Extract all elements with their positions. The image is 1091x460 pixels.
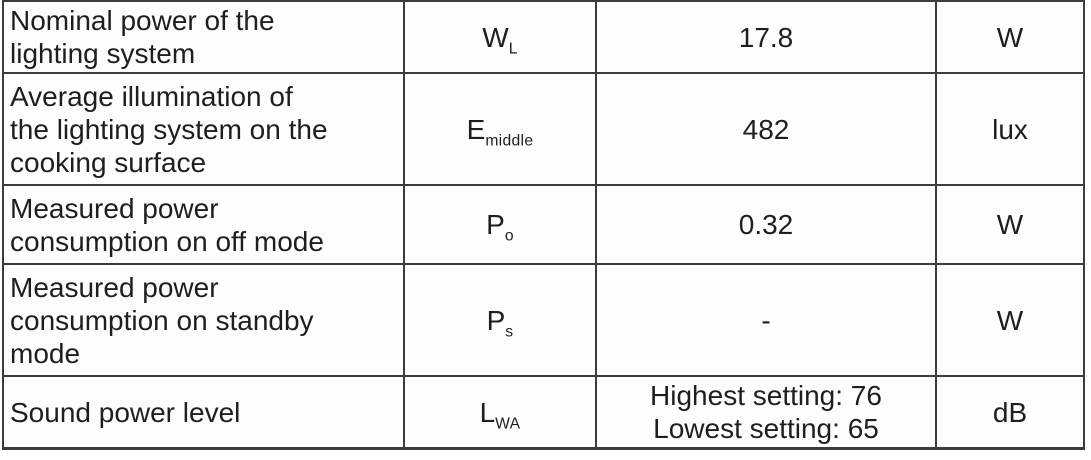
table-row: Measured power consumption on standby mo… [2,263,1085,378]
symbol-base: P [486,209,505,241]
symbol-cell: Emiddle [403,72,597,187]
value-cell: 17.8 [595,0,937,75]
value-cell: 482 [595,72,937,187]
symbol-base: L [479,396,496,428]
symbol-base: W [482,21,509,53]
symbol-subscript: WA [495,415,521,433]
symbol-subscript: middle [485,132,534,150]
description-cell: Measured power consumption on standby mo… [2,263,405,378]
unit-cell: W [935,263,1085,378]
table-row: Measured power consumption on off mode P… [2,184,1085,266]
table-row: Average illumination of the lighting sys… [2,72,1085,187]
table-row: Sound power level LWA Highest setting: 7… [2,375,1085,450]
description-cell: Sound power level [2,375,405,450]
symbol-subscript: o [504,227,514,245]
symbol-cell: LWA [403,375,597,450]
symbol-base: P [486,304,506,336]
symbol-subscript: L [508,40,518,58]
unit-cell: W [935,184,1085,266]
value-cell: 0.32 [595,184,937,266]
symbol-cell: Ps [403,263,597,378]
value-cell: Highest setting: 76 Lowest setting: 65 [595,375,937,450]
symbol-cell: Po [403,184,597,266]
symbol-cell: WL [403,0,597,75]
symbol-base: E [466,113,486,145]
description-cell: Measured power consumption on off mode [2,184,405,266]
unit-cell: dB [935,375,1085,450]
value-cell: - [595,263,937,378]
unit-cell: lux [935,72,1085,187]
unit-cell: W [935,0,1085,75]
symbol-subscript: s [505,323,514,341]
description-cell: Average illumination of the lighting sys… [2,72,405,187]
spec-table: Nominal power of the lighting system WL … [2,0,1085,451]
description-cell: Nominal power of the lighting system [2,0,405,75]
table-row: Nominal power of the lighting system WL … [2,0,1085,75]
